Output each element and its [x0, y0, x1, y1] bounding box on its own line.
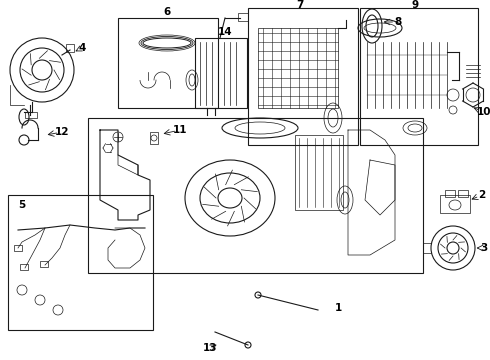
Text: 7: 7: [296, 0, 304, 10]
Bar: [25, 112, 37, 118]
Text: 4: 4: [78, 43, 86, 53]
Text: 10: 10: [477, 107, 490, 117]
Text: 13: 13: [203, 343, 217, 353]
Text: 1: 1: [334, 303, 342, 313]
Bar: [440, 195, 470, 213]
Text: 5: 5: [19, 200, 25, 210]
Bar: [88, 118, 423, 273]
Text: 14: 14: [218, 27, 232, 37]
Bar: [118, 18, 218, 108]
Bar: [150, 132, 158, 144]
Text: 3: 3: [480, 243, 488, 253]
Text: 6: 6: [163, 7, 171, 17]
Text: 2: 2: [478, 190, 486, 200]
Bar: [445, 190, 455, 197]
Bar: [195, 38, 247, 108]
Bar: [458, 190, 468, 197]
Text: 9: 9: [412, 0, 418, 10]
Bar: [40, 261, 48, 267]
Bar: [258, 28, 338, 108]
Bar: [66, 44, 74, 52]
Bar: [248, 8, 358, 145]
Bar: [360, 8, 478, 145]
Text: 11: 11: [173, 125, 187, 135]
Bar: [8, 195, 153, 330]
Text: 8: 8: [394, 17, 402, 27]
Bar: [295, 135, 343, 210]
Text: 12: 12: [55, 127, 69, 137]
Bar: [20, 264, 28, 270]
Bar: [238, 13, 248, 21]
Bar: [14, 245, 22, 251]
